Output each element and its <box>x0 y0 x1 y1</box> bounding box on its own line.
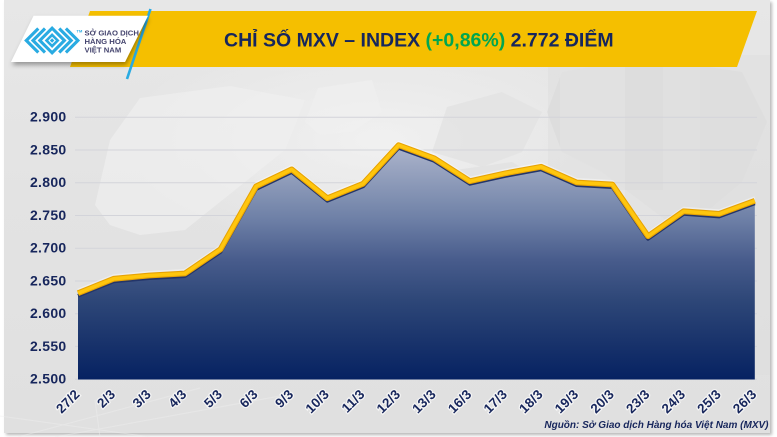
svg-text:27/2: 27/2 <box>53 387 83 417</box>
svg-text:2.800: 2.800 <box>30 174 67 190</box>
svg-text:19/3: 19/3 <box>552 387 582 417</box>
svg-text:Nguồn: Sở Giao dịch Hàng hóa V: Nguồn: Sở Giao dịch Hàng hóa Việt Nam (M… <box>544 419 769 431</box>
svg-text:2.750: 2.750 <box>30 207 67 223</box>
svg-text:23/3: 23/3 <box>623 387 653 417</box>
svg-text:CHỈ SỐ MXV – INDEX (+0,86%) 2.: CHỈ SỐ MXV – INDEX (+0,86%) 2.772 ĐIỂM <box>224 27 614 51</box>
svg-text:2.600: 2.600 <box>30 305 67 321</box>
svg-text:12/3: 12/3 <box>374 387 404 417</box>
svg-text:HÀNG HÓA: HÀNG HÓA <box>85 37 127 46</box>
svg-text:10/3: 10/3 <box>302 387 332 417</box>
svg-text:11/3: 11/3 <box>339 387 368 416</box>
svg-text:2.850: 2.850 <box>30 141 67 157</box>
svg-text:2.650: 2.650 <box>30 272 67 288</box>
svg-text:26/3: 26/3 <box>730 387 760 417</box>
svg-text:16/3: 16/3 <box>445 387 475 417</box>
svg-text:24/3: 24/3 <box>659 387 689 417</box>
svg-text:2.550: 2.550 <box>30 338 67 354</box>
svg-text:9/3: 9/3 <box>272 387 296 411</box>
svg-text:4/3: 4/3 <box>165 387 189 411</box>
svg-text:2.900: 2.900 <box>30 109 67 125</box>
svg-text:6/3: 6/3 <box>237 387 261 411</box>
svg-text:25/3: 25/3 <box>694 387 724 417</box>
svg-text:2.700: 2.700 <box>30 240 67 256</box>
svg-text:TM: TM <box>77 29 83 34</box>
svg-text:20/3: 20/3 <box>587 387 617 417</box>
svg-text:18/3: 18/3 <box>516 387 546 417</box>
svg-text:13/3: 13/3 <box>409 387 439 417</box>
svg-text:2.500: 2.500 <box>30 371 67 387</box>
svg-text:SỞ GIAO DỊCH: SỞ GIAO DỊCH <box>85 29 140 38</box>
svg-text:2/3: 2/3 <box>94 387 118 411</box>
svg-text:17/3: 17/3 <box>481 387 511 417</box>
svg-text:3/3: 3/3 <box>130 387 154 411</box>
svg-text:5/3: 5/3 <box>201 387 225 411</box>
svg-text:VIỆT NAM: VIỆT NAM <box>85 46 122 55</box>
